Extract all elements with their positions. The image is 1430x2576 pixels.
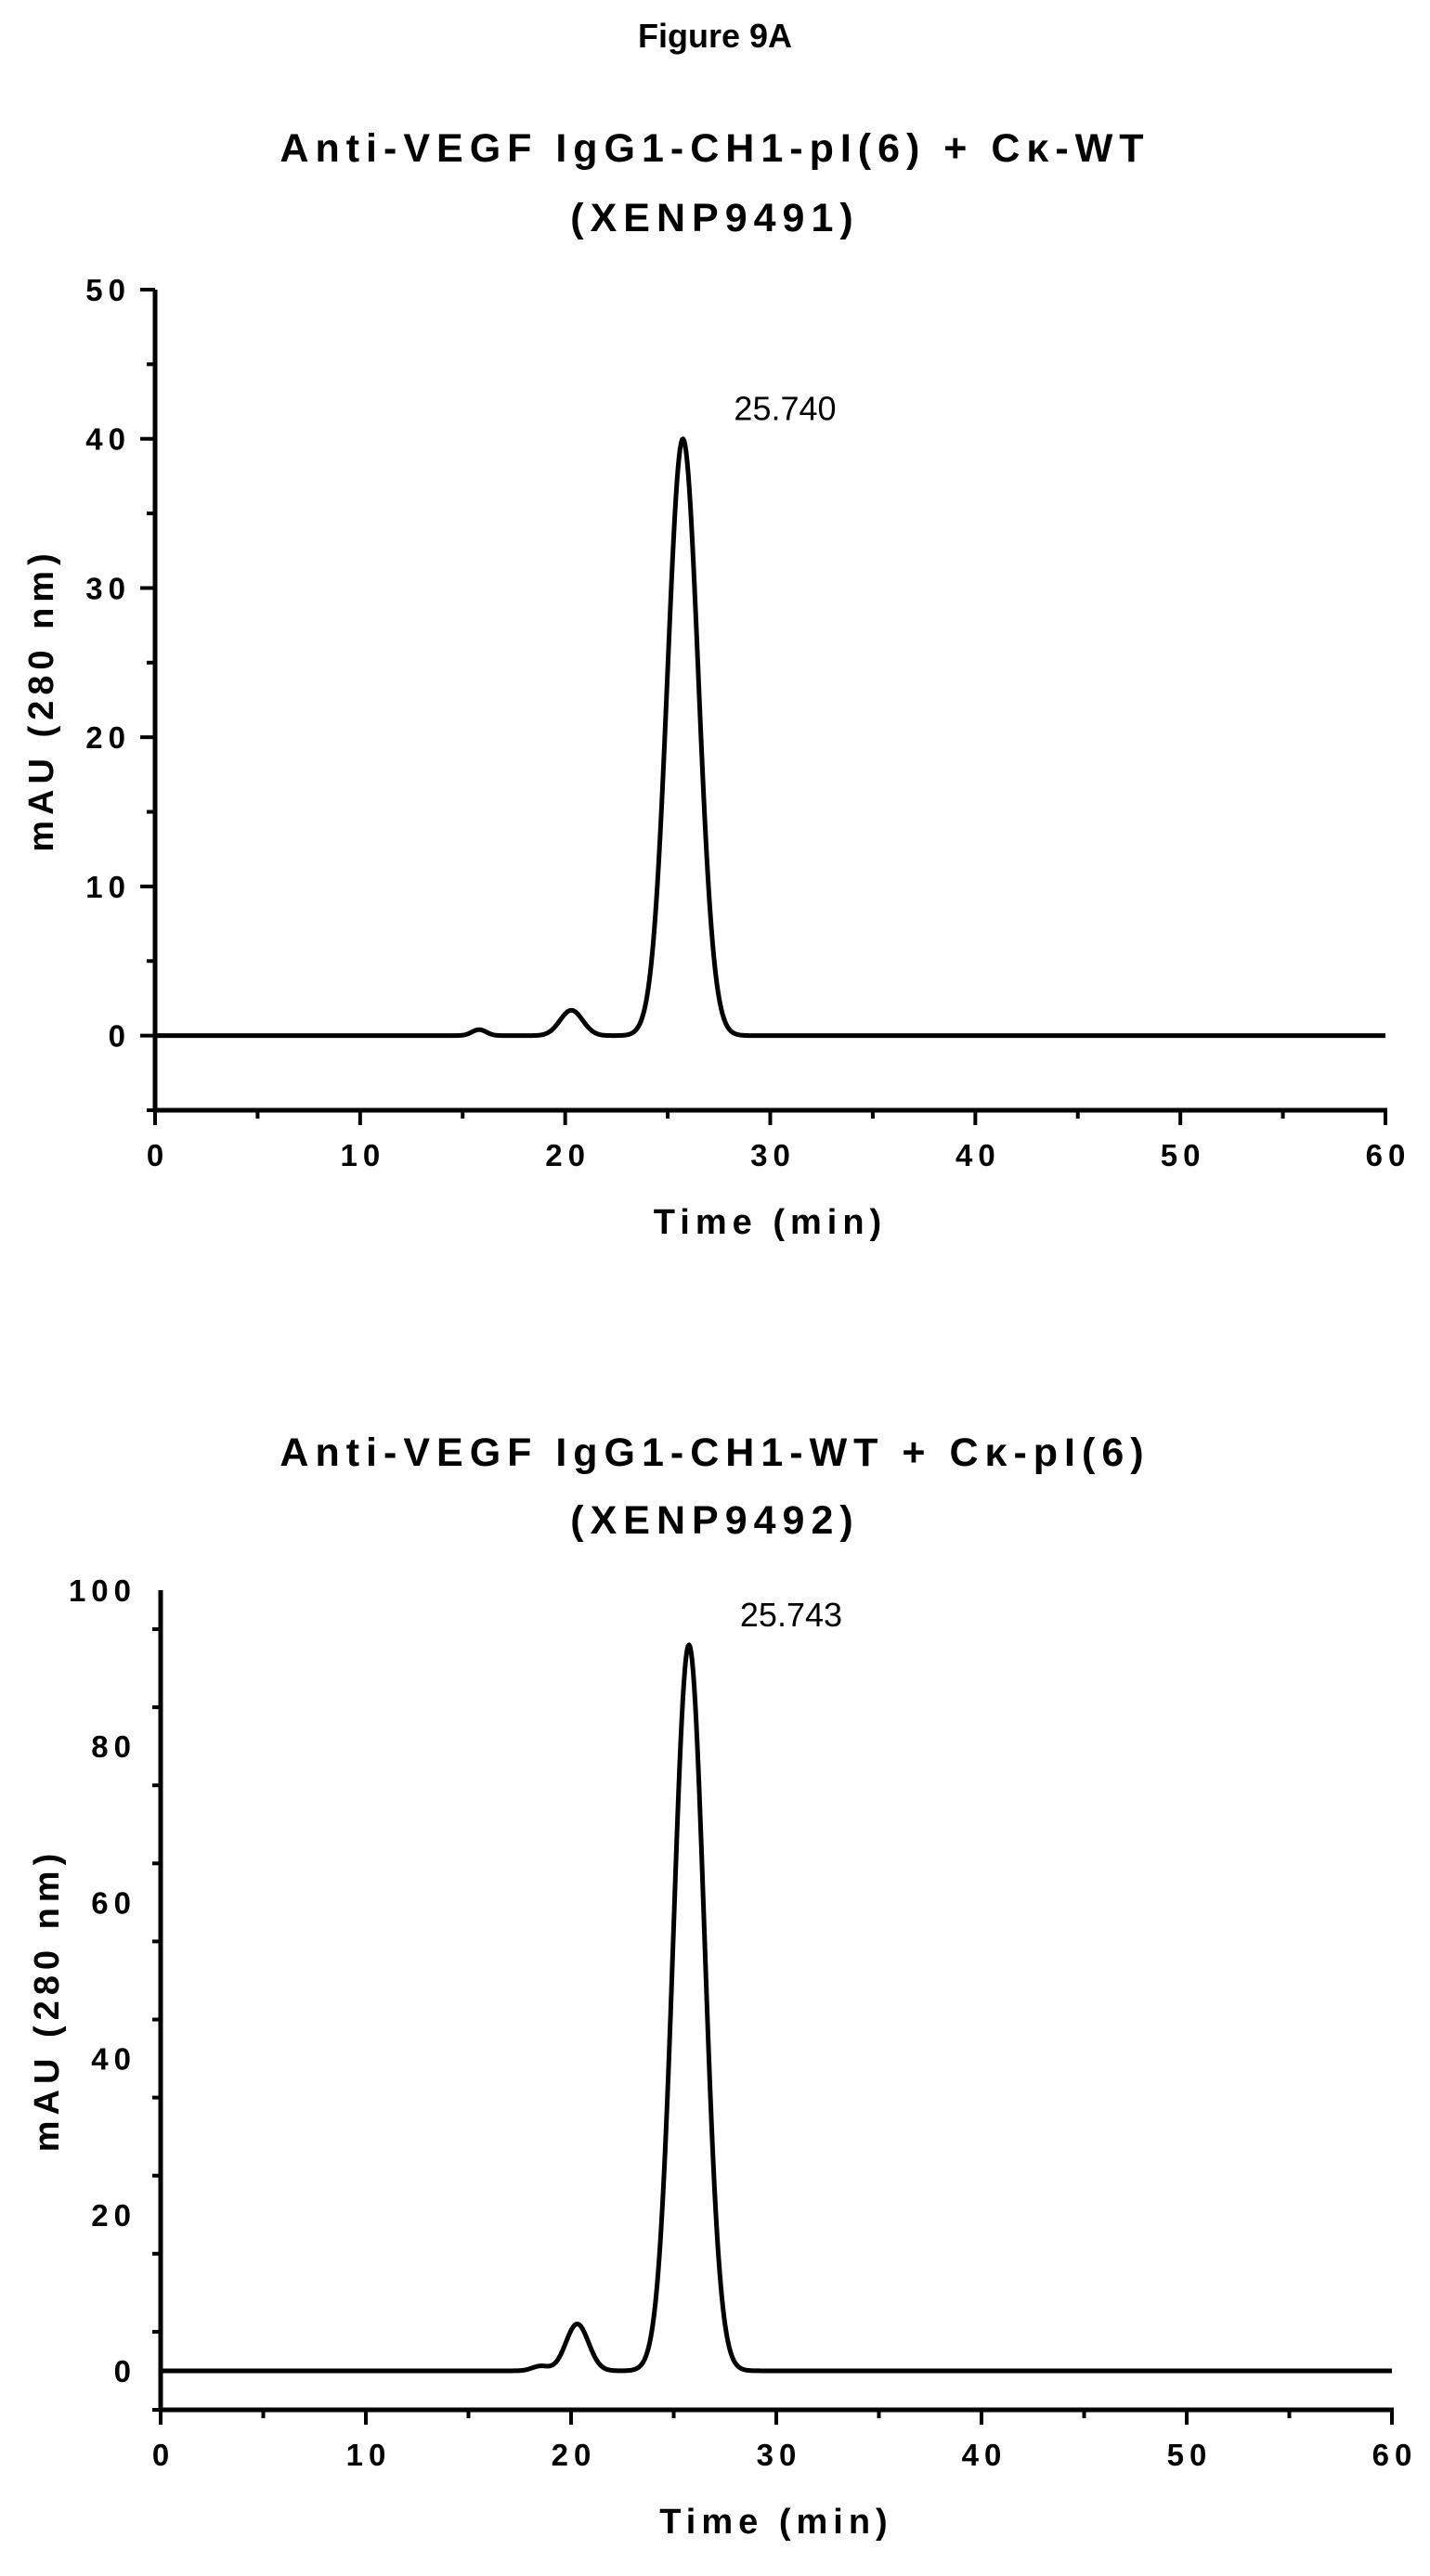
chart-1-x-tick-label: 20 (545, 1138, 591, 1172)
chart-2-y-tick-label: 80 (91, 1729, 136, 1764)
chart-1-x-tick-label: 0 (147, 1138, 169, 1172)
chart-2-x-axis-label: Time (min) (659, 2503, 892, 2542)
chart-2-y-tick-label: 100 (69, 1573, 136, 1608)
chart-2-y-tick-label: 20 (91, 2198, 136, 2233)
chart-2-x-tick-label: 0 (152, 2438, 175, 2472)
chart-1-y-tick-label: 10 (85, 870, 131, 904)
figure-label: Figure 9A (637, 17, 793, 55)
chart-1-y-tick-label: 30 (85, 571, 131, 605)
chart-1-x-tick-label: 50 (1161, 1138, 1206, 1172)
chart-2-subtitle: (XENP9492) (570, 1498, 860, 1543)
chart-1-peak-label: 25.740 (734, 390, 836, 428)
chart-2-x-tick-label: 30 (757, 2438, 802, 2472)
chart-2-y-tick-label: 60 (91, 1885, 136, 1920)
chart-2-y-tick-label: 40 (91, 2042, 136, 2077)
chart-1-x-tick-label: 60 (1366, 1138, 1411, 1172)
chart-2-x-tick-label: 20 (552, 2438, 597, 2472)
chart-1-y-axis-label: mAU (280 nm) (22, 548, 61, 852)
chart-1-x-tick-label: 30 (750, 1138, 796, 1172)
chart-2-peak-label: 25.743 (740, 1596, 842, 1634)
chart-1-x-tick-label: 40 (956, 1138, 1001, 1172)
chart-2-x-tick-label: 10 (346, 2438, 392, 2472)
chart-1-y-tick-label: 20 (85, 720, 131, 755)
chart-1-title: Anti-VEGF IgG1-CH1-pI(6) + Cκ-WT (280, 126, 1150, 171)
chart-2-x-tick-label: 40 (962, 2438, 1008, 2472)
chart-1-x-tick-label: 10 (340, 1138, 385, 1172)
chart-2-y-axis-label: mAU (280 nm) (28, 1848, 67, 2153)
chart-1-y-tick-label: 0 (109, 1019, 131, 1054)
chart-1-plot: 0 10 20 30 40 50 0 10 20 30 40 50 60 Time (min) mAU (2… (22, 273, 1411, 1242)
chart-1-y-tick-label: 40 (85, 422, 131, 457)
chart-1-subtitle: (XENP9491) (570, 196, 860, 240)
chart-1-y-tick-label: 50 (85, 273, 131, 307)
chart-2-y-tick-label: 0 (114, 2354, 136, 2388)
chart-2-x-tick-label: 50 (1167, 2438, 1213, 2472)
chart-2-series-line (159, 1642, 1394, 2374)
chart-2-x-tick-label: 60 (1372, 2438, 1418, 2472)
chart-1-series-line (153, 436, 1387, 1039)
chart-1-x-axis-label: Time (min) (654, 1203, 887, 1242)
chart-2-title: Anti-VEGF IgG1-CH1-WT + Cκ-pI(6) (280, 1430, 1150, 1475)
